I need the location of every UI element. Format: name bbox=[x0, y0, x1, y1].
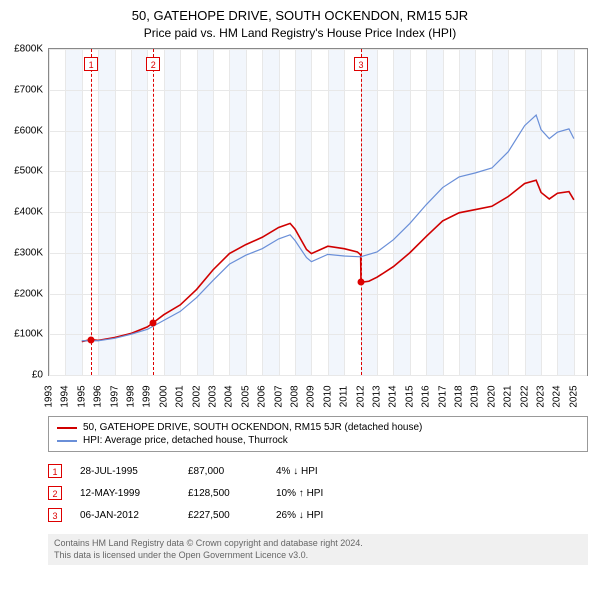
x-tick-label: 2012 bbox=[355, 385, 366, 407]
x-tick-label: 2022 bbox=[519, 385, 530, 407]
sale-row: 3 06-JAN-2012 £227,500 26% ↓ HPI bbox=[48, 504, 588, 526]
x-tick-label: 1995 bbox=[76, 385, 87, 407]
x-tick-label: 2014 bbox=[388, 385, 399, 407]
x-tick-label: 1996 bbox=[93, 385, 104, 407]
sale-price: £227,500 bbox=[188, 510, 258, 521]
x-tick-label: 1999 bbox=[142, 385, 153, 407]
legend-swatch bbox=[57, 440, 77, 442]
chart-subtitle: Price paid vs. HM Land Registry's House … bbox=[6, 26, 594, 40]
y-tick-label: £0 bbox=[32, 370, 43, 381]
x-tick-label: 2016 bbox=[421, 385, 432, 407]
x-tick-label: 2017 bbox=[437, 385, 448, 407]
sale-row: 1 28-JUL-1995 £87,000 4% ↓ HPI bbox=[48, 460, 588, 482]
sale-marker: 1 bbox=[48, 464, 62, 478]
x-tick-label: 1994 bbox=[60, 385, 71, 407]
x-tick-label: 1993 bbox=[44, 385, 55, 407]
legend: 50, GATEHOPE DRIVE, SOUTH OCKENDON, RM15… bbox=[48, 416, 588, 452]
x-tick-label: 2008 bbox=[290, 385, 301, 407]
x-tick-label: 2005 bbox=[240, 385, 251, 407]
y-tick-label: £500K bbox=[14, 166, 43, 177]
sale-hpi: 26% ↓ HPI bbox=[276, 510, 366, 521]
chart-title: 50, GATEHOPE DRIVE, SOUTH OCKENDON, RM15… bbox=[6, 8, 594, 23]
sale-price: £128,500 bbox=[188, 488, 258, 499]
x-tick-label: 2013 bbox=[372, 385, 383, 407]
x-tick-label: 2019 bbox=[470, 385, 481, 407]
x-tick-label: 2003 bbox=[208, 385, 219, 407]
sale-hpi: 4% ↓ HPI bbox=[276, 466, 366, 477]
chart-area: 1993199419951996199719981999200020012002… bbox=[48, 48, 588, 408]
sale-date: 12-MAY-1999 bbox=[80, 488, 170, 499]
x-tick-label: 2024 bbox=[552, 385, 563, 407]
y-tick-label: £300K bbox=[14, 247, 43, 258]
sale-marker: 2 bbox=[48, 486, 62, 500]
legend-item: HPI: Average price, detached house, Thur… bbox=[57, 434, 579, 447]
sale-marker-flag: 3 bbox=[354, 57, 368, 71]
x-tick-label: 2025 bbox=[568, 385, 579, 407]
sale-hpi: 10% ↑ HPI bbox=[276, 488, 366, 499]
sale-marker: 3 bbox=[48, 508, 62, 522]
sale-marker-flag: 2 bbox=[146, 57, 160, 71]
chart-container: 50, GATEHOPE DRIVE, SOUTH OCKENDON, RM15… bbox=[0, 0, 600, 573]
sale-date: 06-JAN-2012 bbox=[80, 510, 170, 521]
sale-row: 2 12-MAY-1999 £128,500 10% ↑ HPI bbox=[48, 482, 588, 504]
sale-marker-flag: 1 bbox=[84, 57, 98, 71]
x-tick-label: 2006 bbox=[257, 385, 268, 407]
legend-item: 50, GATEHOPE DRIVE, SOUTH OCKENDON, RM15… bbox=[57, 421, 579, 434]
x-tick-label: 1998 bbox=[126, 385, 137, 407]
x-tick-label: 2021 bbox=[503, 385, 514, 407]
y-tick-label: £400K bbox=[14, 207, 43, 218]
y-tick-label: £700K bbox=[14, 84, 43, 95]
attribution-line: This data is licensed under the Open Gov… bbox=[54, 550, 582, 562]
legend-label: 50, GATEHOPE DRIVE, SOUTH OCKENDON, RM15… bbox=[83, 422, 422, 433]
legend-swatch bbox=[57, 427, 77, 429]
legend-label: HPI: Average price, detached house, Thur… bbox=[83, 435, 288, 446]
x-tick-label: 2018 bbox=[454, 385, 465, 407]
x-tick-label: 2015 bbox=[404, 385, 415, 407]
y-tick-label: £200K bbox=[14, 288, 43, 299]
attribution: Contains HM Land Registry data © Crown c… bbox=[48, 534, 588, 565]
y-tick-label: £800K bbox=[14, 44, 43, 55]
attribution-line: Contains HM Land Registry data © Crown c… bbox=[54, 538, 582, 550]
x-tick-label: 2009 bbox=[306, 385, 317, 407]
x-tick-label: 2011 bbox=[339, 386, 350, 408]
sale-date: 28-JUL-1995 bbox=[80, 466, 170, 477]
x-tick-label: 2002 bbox=[191, 385, 202, 407]
x-tick-label: 2023 bbox=[536, 385, 547, 407]
x-tick-label: 2010 bbox=[322, 385, 333, 407]
y-tick-label: £100K bbox=[14, 329, 43, 340]
line-layer bbox=[49, 49, 587, 375]
sale-price: £87,000 bbox=[188, 466, 258, 477]
x-tick-label: 2007 bbox=[273, 385, 284, 407]
x-tick-label: 2004 bbox=[224, 385, 235, 407]
y-tick-label: £600K bbox=[14, 125, 43, 136]
x-tick-label: 1997 bbox=[109, 385, 120, 407]
sales-table: 1 28-JUL-1995 £87,000 4% ↓ HPI 2 12-MAY-… bbox=[48, 460, 588, 526]
plot-region: 1993199419951996199719981999200020012002… bbox=[48, 48, 588, 376]
x-tick-label: 2000 bbox=[158, 385, 169, 407]
x-tick-label: 2001 bbox=[175, 385, 186, 407]
x-tick-label: 2020 bbox=[486, 385, 497, 407]
